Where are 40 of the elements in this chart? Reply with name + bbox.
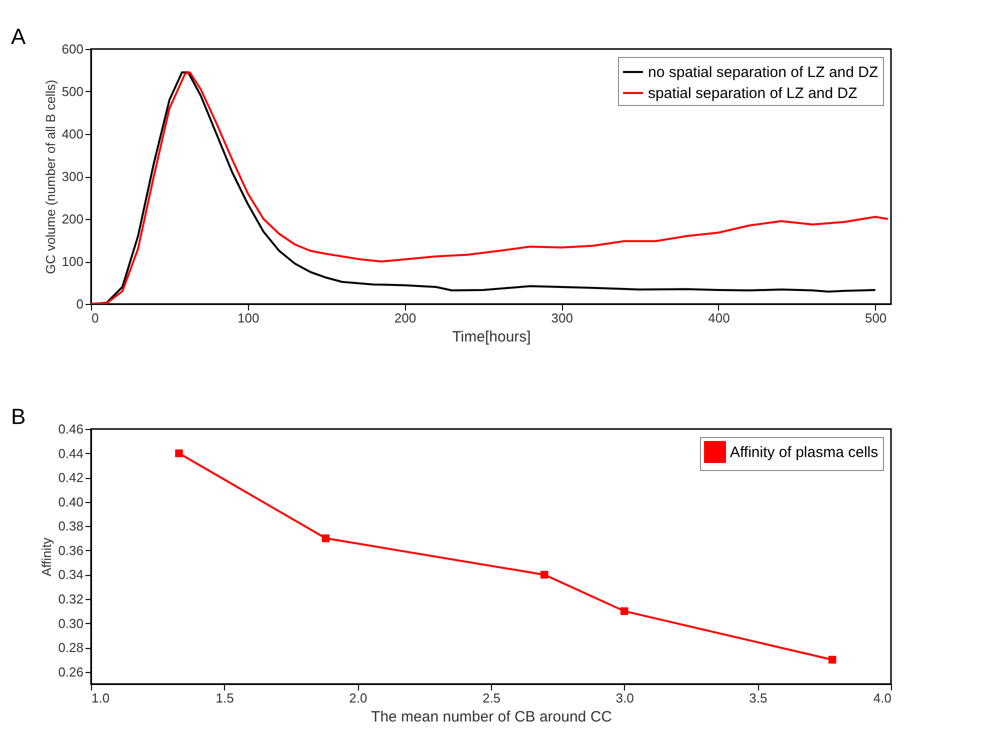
x-tick-label: 4.0	[873, 690, 892, 706]
x-tick-label: 2.0	[349, 690, 368, 706]
y-tick-label: 0.28	[58, 640, 84, 656]
x-tick-label: 100	[238, 310, 260, 326]
x-tick-label: 1.5	[216, 690, 234, 706]
y-tick-label: 0.32	[58, 592, 84, 606]
text: B	[11, 404, 26, 429]
x-tick-label: 3.0	[616, 690, 634, 706]
y-tick-label: 0.40	[58, 494, 84, 510]
y-tick-label: 300	[62, 169, 84, 184]
y-tick-label: 0	[76, 296, 84, 312]
x-tick-label: 500	[864, 310, 887, 326]
y-tick-label: 600	[62, 42, 84, 56]
x-axis-title: Time[hours]	[452, 328, 531, 346]
y-axis-title: Affinity	[39, 537, 54, 576]
x-axis-title: The mean number of CB around CC	[371, 708, 612, 726]
y-tick-label: 0.30	[58, 616, 84, 631]
y-tick-label: 500	[62, 84, 84, 99]
y-tick-label: 0.26	[58, 664, 84, 680]
y-tick-label: 0.34	[58, 567, 84, 582]
legend-label: no spatial separation of LZ and DZ	[648, 64, 878, 81]
x-tick-label: 3.5	[749, 690, 768, 706]
x-tick-label: 1.0	[92, 690, 110, 706]
y-axis-title: GC volume (number of all B cells)	[42, 80, 58, 274]
x-tick-label: 2.5	[482, 690, 501, 706]
y-tick-label: 0.46	[58, 422, 84, 436]
y-tick-label: 0.42	[58, 470, 84, 486]
y-tick-label: 100	[62, 254, 84, 269]
y-tick-label: 200	[62, 212, 84, 226]
text: A	[11, 24, 26, 49]
x-tick-label: 400	[708, 310, 730, 326]
y-tick-label: 0.36	[58, 542, 84, 558]
x-tick-label: 300	[551, 310, 573, 326]
legend-label: Affinity of plasma cells	[730, 444, 878, 461]
y-tick-label: 0.44	[58, 446, 84, 461]
y-tick-label: 400	[62, 126, 84, 142]
y-tick-label: 0.38	[58, 518, 84, 534]
legend-label: spatial separation of LZ and DZ	[648, 85, 858, 102]
x-tick-label: 200	[394, 310, 416, 326]
x-tick-label: 0	[92, 310, 99, 326]
